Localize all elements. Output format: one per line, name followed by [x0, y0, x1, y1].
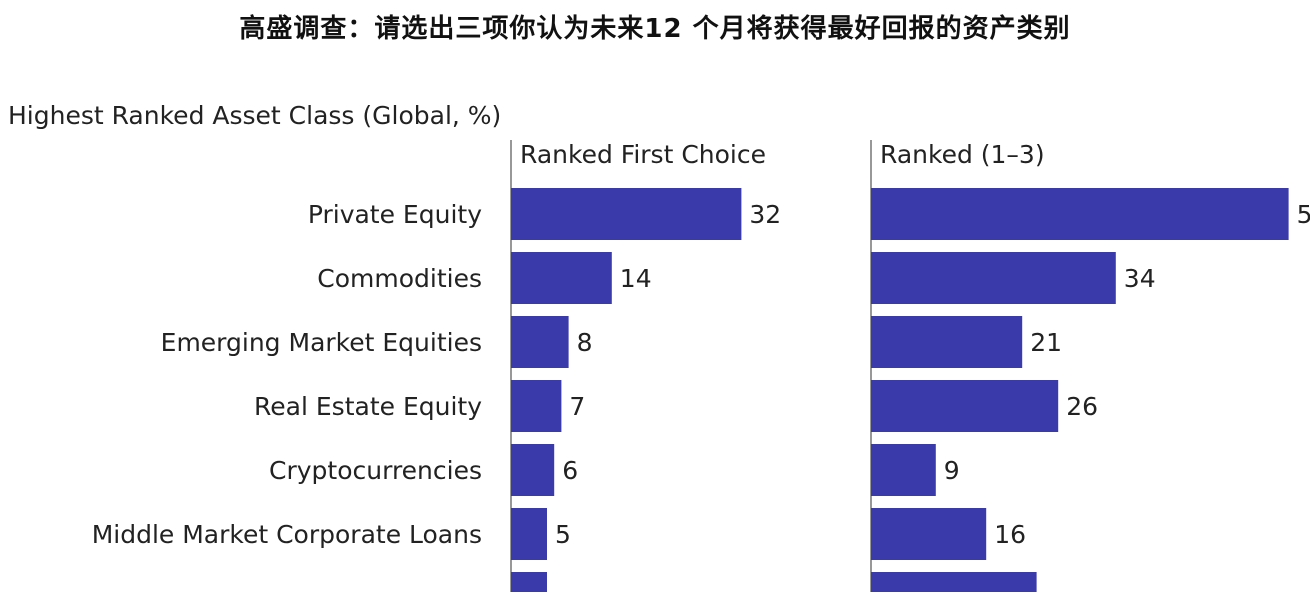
- category-label: Commodities: [317, 264, 482, 293]
- bar: [871, 188, 1289, 240]
- data-label: 6: [562, 456, 578, 485]
- data-label: 9: [944, 456, 960, 485]
- bar: [511, 508, 547, 560]
- bar-cut-off: [511, 572, 547, 592]
- data-label: 58: [1297, 200, 1310, 229]
- bar: [511, 380, 562, 432]
- category-label: Emerging Market Equities: [161, 328, 482, 357]
- bar: [511, 316, 569, 368]
- bar-cut-off: [871, 572, 1037, 592]
- category-label: Cryptocurrencies: [269, 456, 482, 485]
- series-header: Ranked (1–3): [880, 140, 1045, 169]
- bar: [871, 444, 936, 496]
- data-label: 8: [577, 328, 593, 357]
- bar: [511, 252, 612, 304]
- bar: [871, 252, 1116, 304]
- category-label: Real Estate Equity: [254, 392, 482, 421]
- data-label: 21: [1030, 328, 1062, 357]
- data-label: 5: [555, 520, 571, 549]
- data-label: 14: [620, 264, 652, 293]
- data-label: 32: [749, 200, 781, 229]
- data-label: 34: [1124, 264, 1156, 293]
- category-label: Private Equity: [308, 200, 482, 229]
- bar: [511, 188, 742, 240]
- data-label: 26: [1066, 392, 1098, 421]
- chart-title: Highest Ranked Asset Class (Global, %): [8, 101, 501, 130]
- series-header: Ranked First Choice: [520, 140, 766, 169]
- data-label: 7: [569, 392, 585, 421]
- category-label: Middle Market Corporate Loans: [92, 520, 482, 549]
- bar: [871, 316, 1023, 368]
- data-label: 16: [994, 520, 1026, 549]
- bar: [871, 380, 1059, 432]
- page-title: 高盛调查：请选出三项你认为未来12 个月将获得最好回报的资产类别: [239, 14, 1071, 44]
- bar: [871, 508, 987, 560]
- bar: [511, 444, 555, 496]
